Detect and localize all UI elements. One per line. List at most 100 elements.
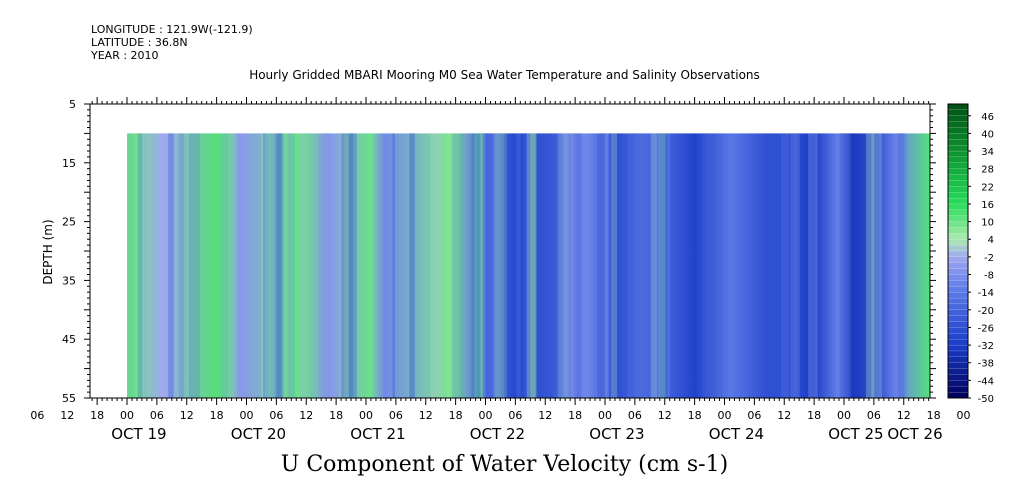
colorbar-segment [947,227,969,234]
colorbar-segment [947,374,969,381]
x-hour-label: 12 [538,409,552,422]
latitude-label: LATITUDE : 36.8N [91,36,188,49]
colorbar-label: 46 [981,112,994,123]
x-hour-label: 18 [449,409,463,422]
velocity-streak [189,133,200,398]
velocity-streak [573,133,582,398]
colorbar-segment [947,280,969,287]
velocity-streak [871,133,882,398]
velocity-streak [409,133,415,398]
x-hour-label: 06 [628,409,642,422]
velocity-streak [479,133,490,398]
y-tick-label: 55 [62,392,76,405]
colorbar-segment [947,239,969,246]
velocity-streak [597,133,604,398]
velocity-streak [463,133,472,398]
velocity-streak [234,133,244,398]
velocity-streak [633,133,639,398]
colorbar-label: 4 [988,235,994,246]
x-hour-label: 00 [718,409,732,422]
colorbar-label: -2 [984,253,994,264]
velocity-streak [489,133,499,398]
velocity-streak [516,133,521,398]
velocity-streak [480,133,484,398]
colorbar-segment [947,286,969,293]
velocity-streak [348,133,355,398]
colorbar-label: 40 [981,129,994,140]
velocity-streak [605,133,609,398]
velocity-streak [793,133,798,398]
colorbar-segment [947,221,969,228]
x-hour-label: 12 [777,409,791,422]
velocity-streak [146,133,151,398]
colorbar-label: -8 [984,271,994,282]
colorbar-label: -44 [978,376,994,387]
velocity-streak [761,133,766,398]
colorbar-segment [947,115,969,123]
colorbar-label: -38 [978,359,994,370]
colorbar-segment [947,145,969,152]
colorbar-segment [947,368,969,375]
x-hour-label: 18 [688,409,702,422]
colorbar-segment [947,321,969,328]
colorbar-segment [947,262,969,270]
x-hour-label: 18 [807,409,821,422]
y-tick-label: 35 [62,274,76,287]
velocity-streak [263,133,276,398]
velocity-streak [227,133,238,398]
colorbar-segment [947,344,969,352]
x-hour-label: 06 [747,409,761,422]
colorbar-segment [947,292,969,299]
velocity-streak [897,133,905,398]
colorbar-segment [947,103,969,111]
x-date-label: OCT 19 [111,425,166,443]
x-hour-label: 06 [389,409,403,422]
x-hour-label: 00 [359,409,373,422]
chart-title: Hourly Gridded MBARI Mooring M0 Sea Wate… [249,68,760,82]
velocity-streak [558,133,563,398]
velocity-streak [321,133,330,398]
velocity-streak [341,133,353,398]
colorbar-label: -50 [978,394,994,405]
velocity-streak [268,133,271,398]
velocity-streak [899,133,908,398]
colorbar-label: -20 [978,306,994,317]
x-hour-label: 00 [837,409,851,422]
colorbar-segment [947,386,969,393]
colorbar-segment [947,156,969,164]
velocity-streak [572,133,575,398]
colorbar-segment [947,339,969,346]
x-hour-label: 12 [897,409,911,422]
colorbar-segment [947,109,969,117]
colorbar-segment [947,297,969,305]
y-tick-label: 45 [62,333,76,346]
x-hour-label: 06 [867,409,881,422]
colorbar-segment [947,362,969,370]
velocity-streak [165,133,172,398]
colorbar-segment [947,168,969,176]
velocity-streak [866,133,875,398]
velocity-streak [657,133,668,398]
y-tick-label: 15 [62,157,76,170]
velocity-streak [482,133,490,398]
x-date-label: OCT 23 [589,425,644,443]
x-hour-label: 00 [479,409,493,422]
x-hour-label: 06 [508,409,522,422]
velocity-streak [488,133,499,398]
x-date-label: OCT 20 [231,425,286,443]
x-hour-label: 12 [60,409,74,422]
velocity-streak [167,133,174,398]
velocity-streak [808,133,818,398]
colorbar-label: 16 [981,200,994,211]
velocity-streak [452,133,457,398]
velocity-streak [495,133,507,398]
colorbar-segment [947,309,969,317]
colorbar-segment [947,127,969,134]
velocity-streak [611,133,618,398]
colorbar-segment [947,327,969,334]
velocity-streak [894,133,900,398]
colorbar-frame [947,103,969,399]
x-date-label: OCT 21 [350,425,405,443]
x-hour-label: 06 [30,409,44,422]
